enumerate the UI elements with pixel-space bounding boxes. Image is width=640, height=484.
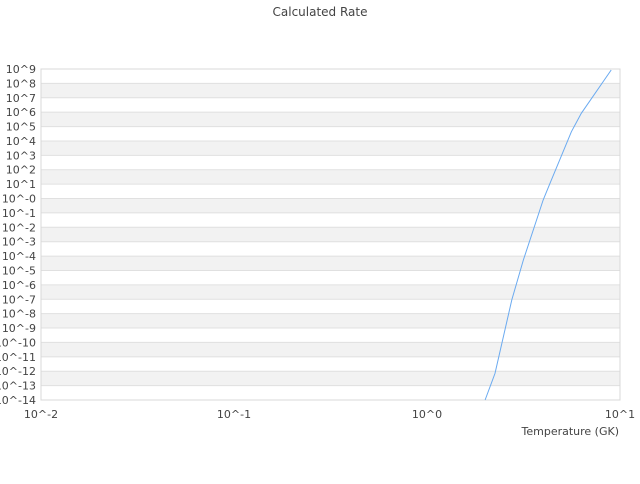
grid-band [41, 241, 620, 257]
grid-band [41, 284, 620, 300]
grid-band [41, 356, 620, 372]
y-axis-tick-labels: 10^910^8 10^710^6 10^510^410^3 10^210^1 10^-… [0, 63, 36, 407]
y-tick-label: 10^8 [6, 77, 36, 90]
x-tick-label: 10^0 [412, 408, 442, 421]
x-tick-label: 10^1 [605, 408, 635, 421]
y-tick-label: 10^-13 [0, 380, 36, 393]
y-tick-label: 10^-5 [2, 264, 36, 277]
y-tick-label: 10^-0 [2, 193, 36, 206]
y-tick-label: 10^2 [6, 164, 36, 177]
grid-band [41, 83, 620, 98]
y-tick-label: 10^-1 [2, 207, 36, 220]
y-tick-label: 10^3 [6, 149, 36, 162]
grid-band [41, 313, 620, 329]
grid-band [41, 227, 620, 242]
grid-band [41, 371, 620, 386]
x-axis-label: Temperature (GK) [521, 425, 620, 438]
y-tick-label: 10^-14 [0, 394, 36, 407]
grid-band [41, 198, 620, 213]
grid-band [41, 155, 620, 170]
y-tick-label: 10^-12 [0, 365, 36, 378]
y-tick-label: 10^5 [6, 121, 36, 134]
y-tick-label: 10^-9 [2, 322, 36, 335]
series-line [484, 69, 612, 401]
y-tick-label: 10^-11 [0, 351, 36, 364]
y-tick-label: 10^-3 [2, 236, 36, 249]
y-tick-label: 10^-10 [0, 336, 36, 349]
x-tick-label: 10^-1 [217, 408, 251, 421]
grid-band [41, 169, 620, 185]
x-tick-label: 10^-2 [24, 408, 58, 421]
grid-bands [41, 68, 620, 400]
grid-band [41, 342, 620, 357]
y-tick-label: 10^4 [6, 135, 36, 148]
plot-area-border [40, 68, 621, 401]
y-tick-label: 10^-4 [2, 250, 36, 263]
grid-band [41, 97, 620, 113]
series-lines [484, 69, 612, 401]
grid-band [41, 270, 620, 285]
y-tick-label: 10^1 [6, 178, 36, 191]
grid-band [41, 69, 620, 84]
grid-band [41, 328, 620, 343]
grid-band [41, 184, 620, 199]
y-tick-label: 10^6 [6, 106, 36, 119]
grid-band [41, 140, 620, 156]
y-tick-label: 10^-8 [2, 308, 36, 321]
y-tick-label: 10^9 [6, 63, 36, 76]
grid-band [41, 212, 620, 228]
y-tick-label: 10^-2 [2, 221, 36, 234]
y-tick-label: 10^7 [6, 92, 36, 105]
grid-band [41, 256, 620, 271]
y-tick-label: 10^-7 [2, 293, 36, 306]
grid-band [41, 299, 620, 314]
y-tick-label: 10^-6 [2, 279, 36, 292]
grid-band [41, 126, 620, 141]
chart-title: Calculated Rate [273, 5, 368, 19]
x-axis-tick-labels: 10^-2 10^-1 10^0 10^1 [24, 408, 635, 421]
grid-band [41, 385, 620, 400]
grid-band [41, 112, 620, 127]
